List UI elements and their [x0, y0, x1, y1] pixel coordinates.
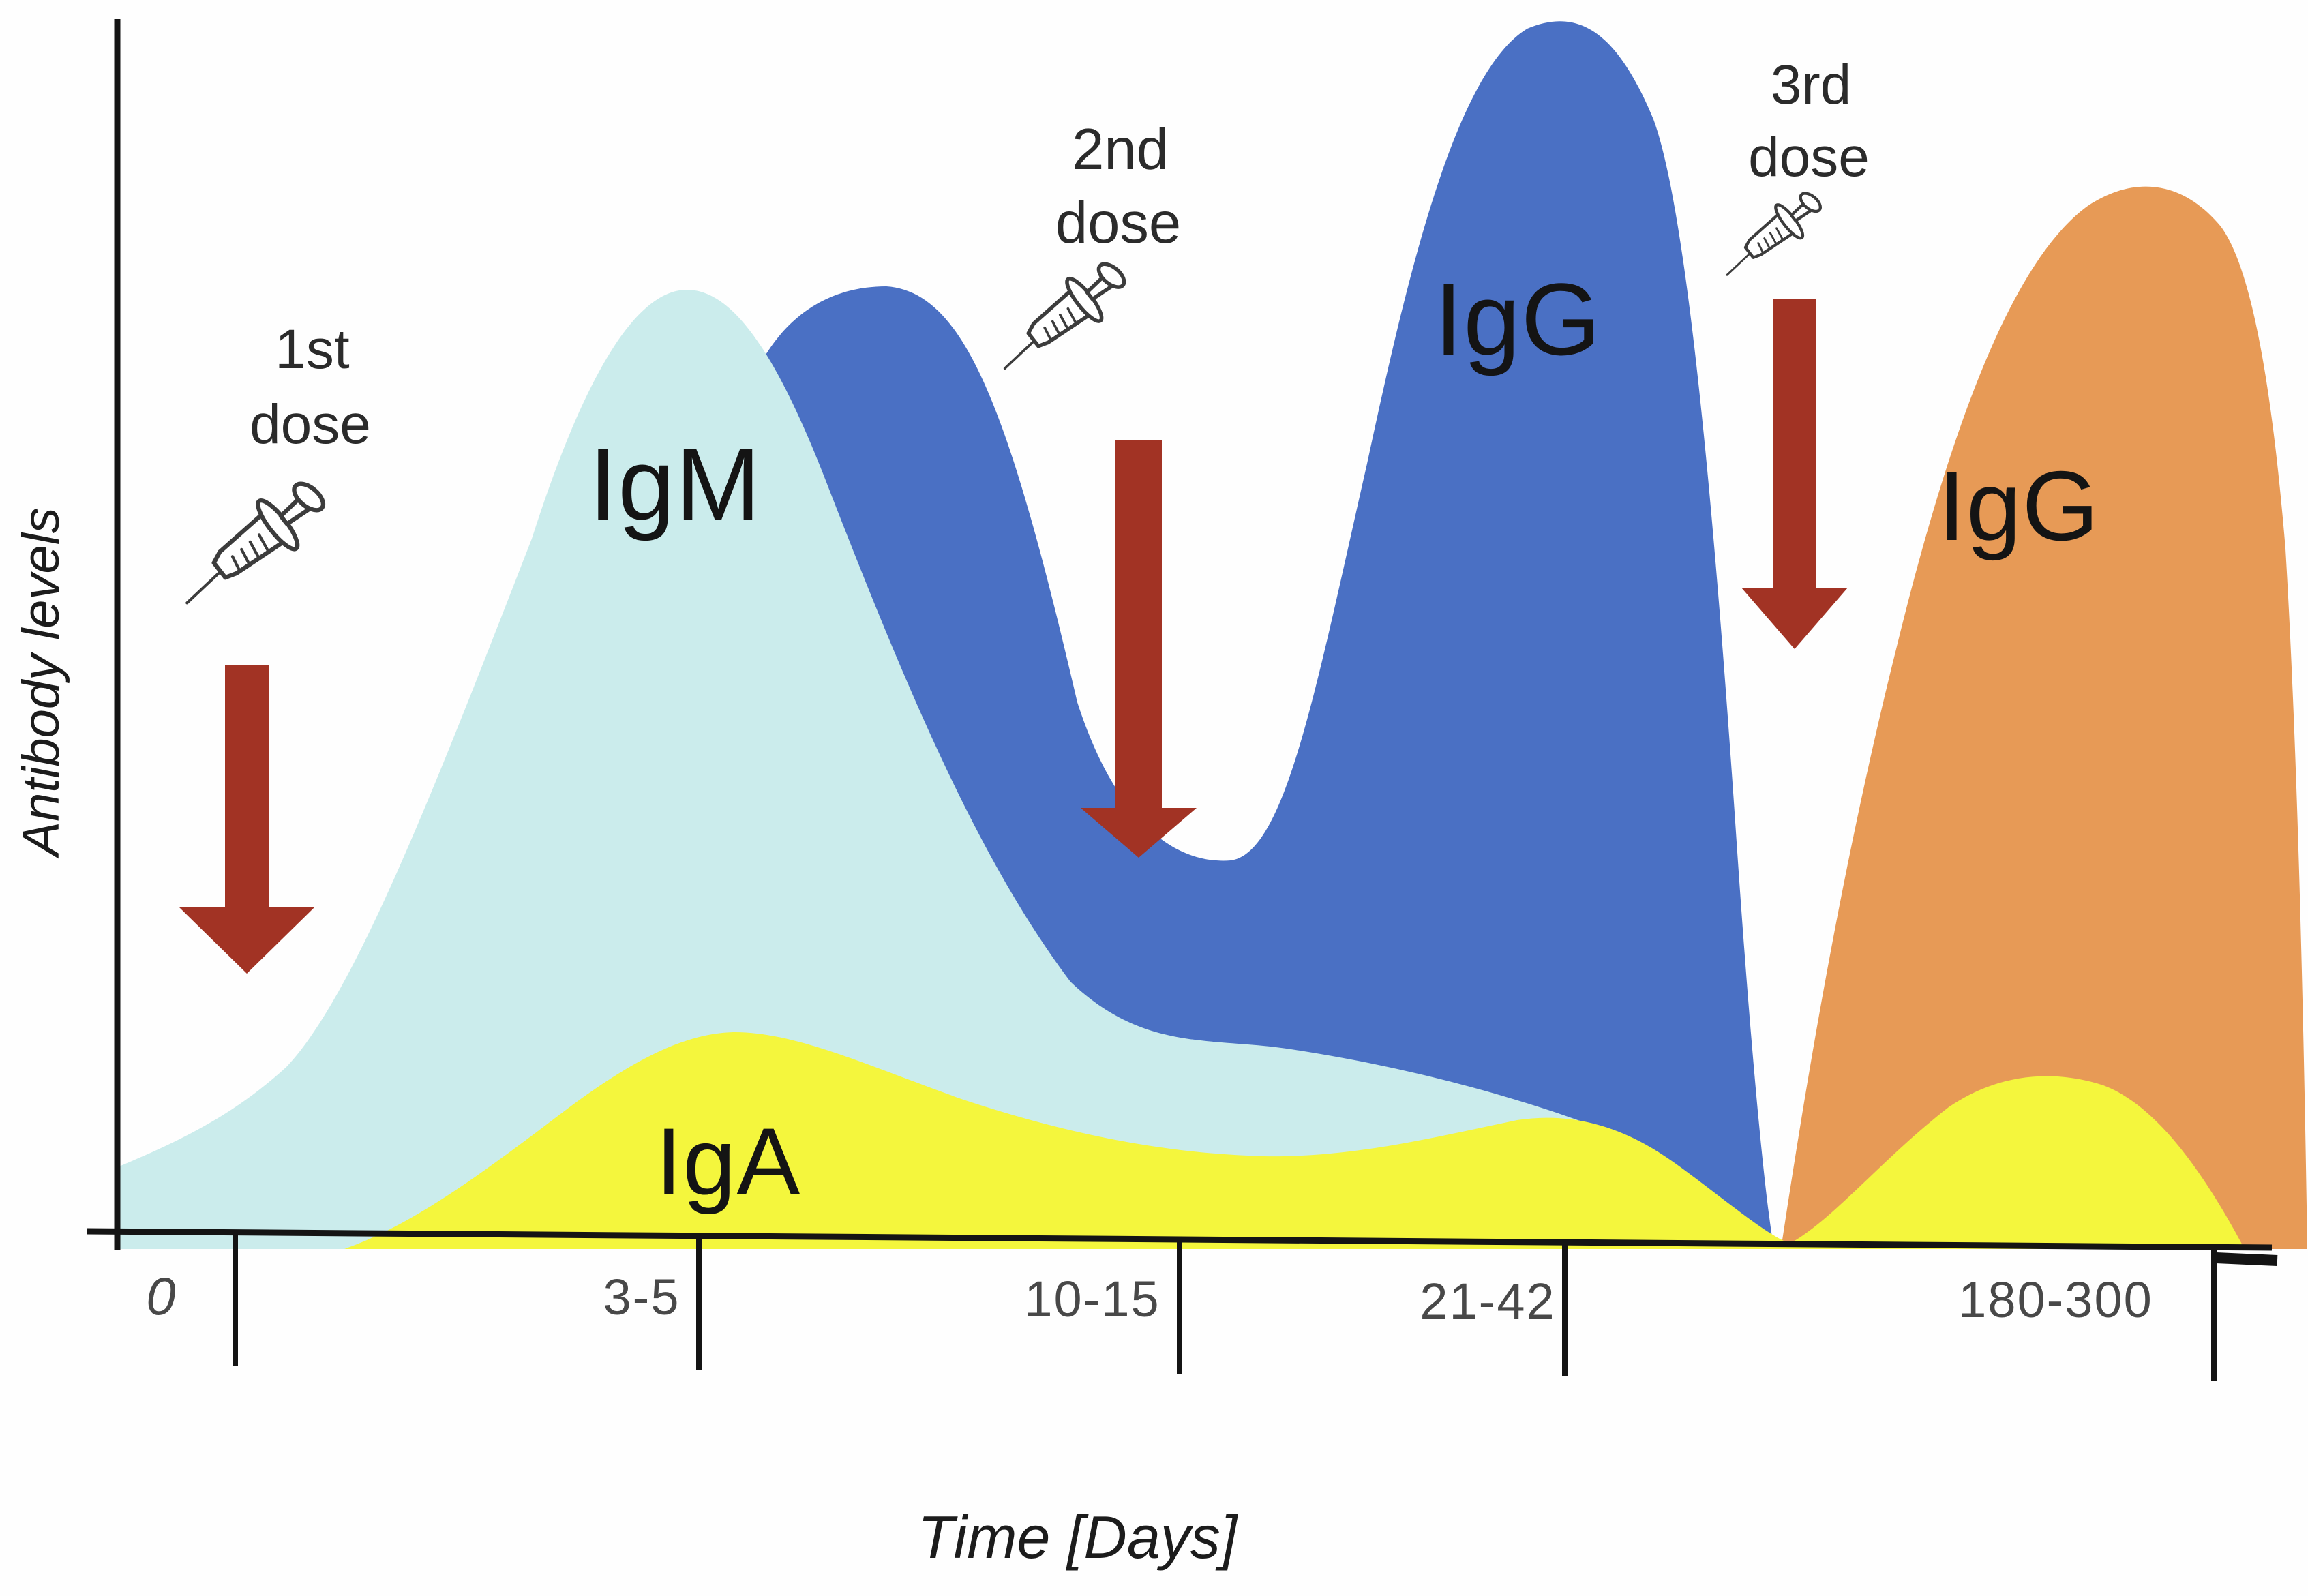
igg-booster-label: IgG	[1938, 451, 2100, 561]
dose2-arrow-icon	[1081, 440, 1197, 858]
dose2-label-line1: 2nd	[1072, 117, 1169, 182]
igm-area	[117, 289, 1766, 1249]
dose1-arrow-icon	[179, 665, 315, 974]
igg-primary-label: IgG	[1435, 262, 1602, 376]
x-tick-label-10-15: 10-15	[1024, 1271, 1160, 1327]
x-axis-title: Time [Days]	[918, 1503, 1239, 1571]
x-tick-label-0: 0	[146, 1266, 177, 1326]
x-tick-label-180-300: 180-300	[1958, 1271, 2153, 1328]
x-tick-label-3-5: 3-5	[603, 1269, 680, 1325]
syringe-icon-dose1	[165, 468, 339, 622]
x-axis-end-cap	[2215, 1252, 2278, 1266]
dose1-label-line1: 1st	[275, 318, 350, 380]
iga-area	[344, 1032, 2245, 1249]
syringe-icon-dose2	[985, 250, 1138, 385]
dose3-arrow-icon	[1741, 299, 1848, 649]
dose2-label-line2: dose	[1055, 191, 1181, 256]
igm-label: IgM	[588, 427, 761, 541]
dose3-label-line1: 3rd	[1771, 54, 1852, 116]
iga-label: IgA	[655, 1108, 800, 1215]
dose1-label-line2: dose	[250, 393, 371, 455]
dose3-label-line2: dose	[1748, 126, 1870, 188]
x-tick-label-21-42: 21-42	[1420, 1273, 1555, 1329]
syringe-icon-dose3	[1712, 182, 1831, 288]
y-axis-title: Antibody levels	[12, 507, 70, 858]
igg-booster-area	[1781, 186, 2307, 1250]
